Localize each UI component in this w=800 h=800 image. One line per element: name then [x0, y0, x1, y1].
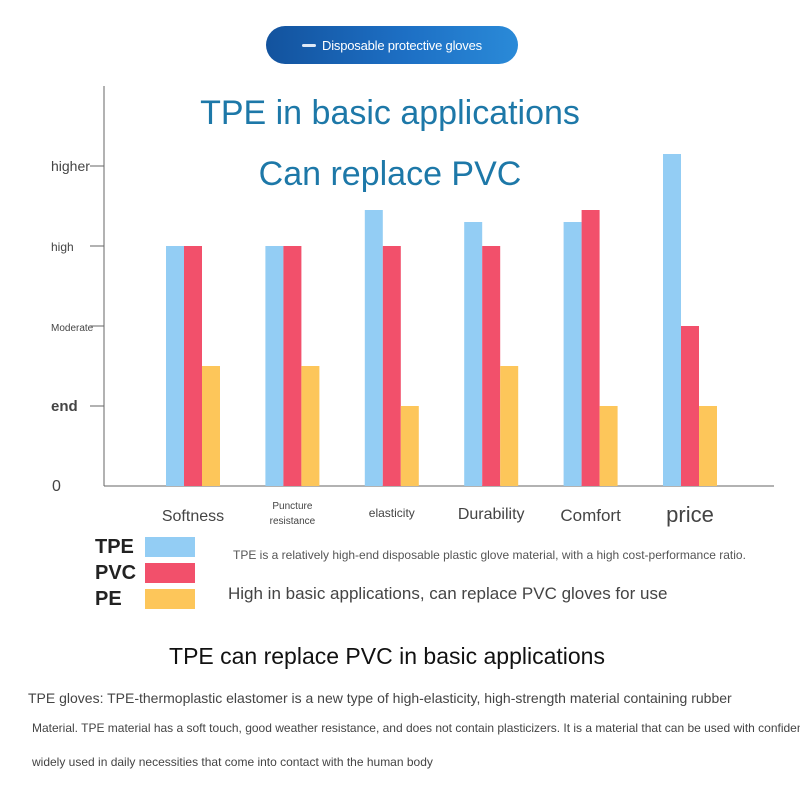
section-title: TPE can replace PVC in basic application… — [169, 643, 605, 669]
category-label: elasticity — [369, 506, 415, 520]
legend-swatch-pe — [145, 589, 195, 609]
bar-pvc-4 — [581, 210, 600, 486]
bar-pe-5 — [699, 406, 717, 486]
y-tick-label: high — [51, 240, 74, 254]
bar-pvc-5 — [681, 326, 699, 486]
legend-swatch-pvc — [145, 563, 195, 583]
bar-tpe-1 — [265, 246, 284, 486]
banner-pill: Disposable protective gloves — [266, 26, 518, 64]
category-label: price — [666, 502, 714, 527]
bar-pe-1 — [301, 366, 320, 486]
category-label: Softness — [162, 508, 224, 525]
bar-pe-0 — [202, 366, 220, 486]
category-label-line: resistance — [270, 516, 316, 527]
bar-tpe-5 — [663, 154, 681, 486]
y-tick-label: 0 — [52, 478, 61, 495]
body-text-line-2: Material. TPE material has a soft touch,… — [32, 721, 800, 735]
bar-pe-2 — [400, 406, 419, 486]
bar-pvc-2 — [382, 246, 401, 486]
note-replace-pvc: High in basic applications, can replace … — [228, 584, 668, 603]
y-tick-label: higher — [51, 158, 90, 174]
headline-line-2: Can replace PVC — [258, 155, 522, 193]
legend-item-tpe: TPE — [95, 536, 195, 558]
bar-pvc-1 — [283, 246, 302, 486]
legend-label: TPE — [95, 535, 134, 558]
bar-tpe-3 — [464, 222, 483, 486]
body-text-line-1: TPE gloves: TPE-thermoplastic elastomer … — [28, 690, 732, 706]
bar-chart: 0 end Moderate high higher Softness Puncture re… — [51, 86, 774, 527]
note-cost-performance: TPE is a relatively high-end disposable … — [233, 548, 746, 562]
body-text-line-3: widely used in daily necessities that co… — [32, 755, 433, 769]
bar-pe-4 — [599, 406, 618, 486]
bar-tpe-4 — [563, 222, 582, 486]
category-label-line: Puncture — [272, 501, 312, 512]
category-label: Durability — [458, 506, 525, 523]
headline-line-1: TPE in basic applications — [200, 94, 580, 132]
bar-pvc-3 — [482, 246, 501, 486]
bar-tpe-2 — [364, 210, 383, 486]
legend-label: PE — [95, 587, 122, 610]
banner-label: Disposable protective gloves — [322, 37, 482, 53]
legend-item-pe: PE — [95, 588, 195, 610]
category-label: Comfort — [560, 506, 621, 525]
bar-pe-3 — [500, 366, 519, 486]
y-tick-label: end — [51, 398, 78, 415]
bar-tpe-0 — [166, 246, 184, 486]
legend-item-pvc: PVC — [95, 562, 195, 584]
bar-pvc-0 — [184, 246, 202, 486]
legend-label: PVC — [95, 561, 137, 584]
category-label: Puncture resistance — [270, 501, 316, 527]
legend-swatch-tpe — [145, 537, 195, 557]
y-tick-label: Moderate — [51, 323, 94, 334]
dash-icon — [302, 43, 317, 47]
